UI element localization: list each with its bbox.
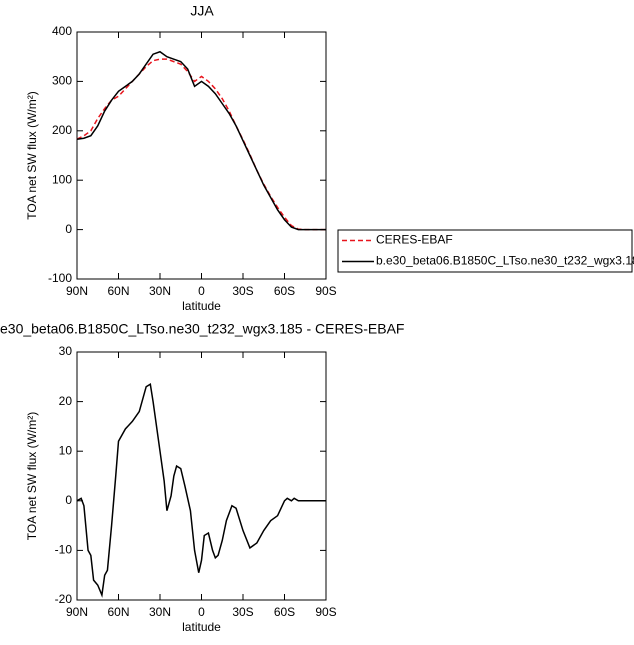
x-axis-label: latitude [182, 620, 221, 634]
data-line [76, 383, 326, 598]
y-tick-label: 400 [52, 24, 72, 38]
x-tick-label: 90N [66, 605, 88, 619]
x-tick-label: 60S [274, 605, 295, 619]
legend-box [337, 229, 633, 273]
y-tick-label: -100 [48, 271, 72, 285]
y-tick-label: 200 [52, 123, 72, 137]
x-tick-label: 90S [315, 284, 336, 298]
y-tick-label: 30 [59, 344, 73, 358]
x-tick-label: 30N [149, 605, 171, 619]
x-tick-label: 30S [232, 605, 253, 619]
chart-title: e30_beta06.B1850C_LTso.ne30_t232_wgx3.18… [0, 321, 404, 337]
y-tick-label: 0 [65, 493, 72, 507]
y-tick-label: -10 [55, 543, 73, 557]
x-axis-label: latitude [182, 299, 221, 313]
legend-label: CERES-EBAF [376, 233, 453, 247]
y-axis-label: TOA net SW flux (W/m²) [25, 91, 39, 219]
x-tick-label: 0 [198, 605, 205, 619]
x-tick-label: 60S [274, 284, 295, 298]
x-tick-label: 30N [149, 284, 171, 298]
y-axis-label: TOA net SW flux (W/m²) [25, 412, 39, 540]
plot-frame [76, 31, 327, 280]
y-tick-label: 100 [52, 172, 72, 186]
data-line [76, 50, 326, 231]
x-tick-label: 90N [66, 284, 88, 298]
y-tick-label: 300 [52, 74, 72, 88]
y-tick-label: 20 [59, 394, 73, 408]
x-tick-label: 90S [315, 605, 336, 619]
y-tick-label: 10 [59, 443, 73, 457]
y-tick-label: 0 [65, 222, 72, 236]
x-tick-label: 60N [107, 605, 129, 619]
data-line [76, 58, 326, 231]
legend-label: b.e30_beta06.B1850C_LTso.ne30_t232_wgx3.… [376, 254, 634, 268]
chart-title: JJA [190, 3, 214, 19]
x-tick-label: 30S [232, 284, 253, 298]
y-tick-label: -20 [55, 592, 73, 606]
x-tick-label: 60N [107, 284, 129, 298]
x-tick-label: 0 [198, 284, 205, 298]
